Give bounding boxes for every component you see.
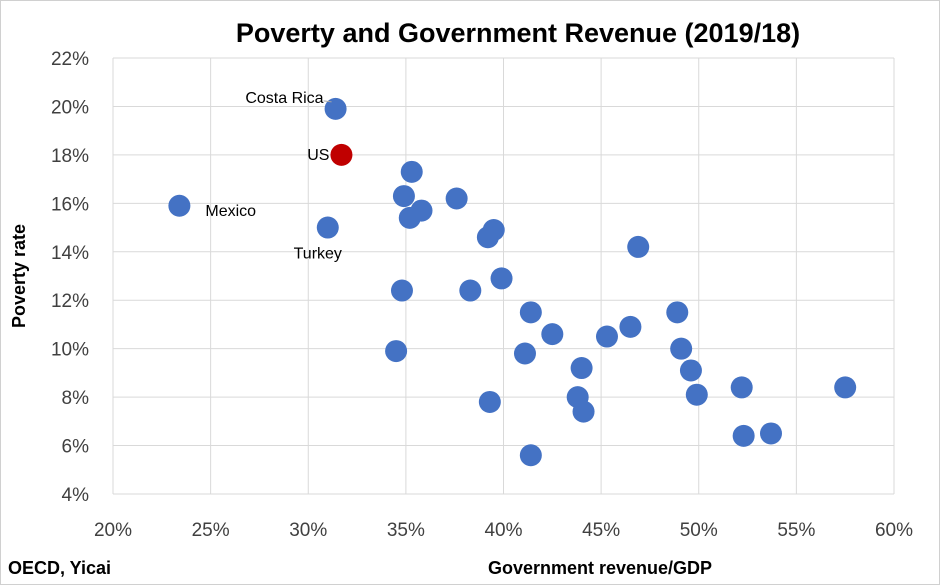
y-tick-label: 4% [62, 485, 90, 506]
data-point [834, 376, 857, 399]
point-label: Costa Rica [245, 90, 323, 107]
source-note: OECD, Yicai [8, 558, 111, 578]
data-point [570, 357, 593, 380]
y-tick-label: 10% [51, 340, 89, 361]
data-point [519, 444, 542, 467]
x-axis-label: Government revenue/GDP [488, 558, 712, 578]
data-point [513, 342, 536, 365]
point-label: Mexico [205, 203, 256, 220]
y-tick-label: 18% [51, 146, 89, 167]
data-point [445, 187, 468, 210]
data-point [390, 279, 413, 302]
chart-title: Poverty and Government Revenue (2019/18) [236, 18, 800, 48]
data-point [385, 340, 408, 363]
y-tick-label: 20% [51, 97, 89, 118]
x-axis-ticks: 20% 25% 30% 35% 40% 45% 50% 55% 60% [94, 520, 913, 541]
data-point [398, 206, 421, 229]
data-point [595, 325, 618, 348]
x-tick-label: 40% [484, 520, 522, 541]
data-point [732, 424, 755, 447]
data-point-us [330, 143, 353, 166]
x-tick-label: 60% [875, 520, 913, 541]
y-tick-label: 6% [62, 437, 90, 458]
data-point-mexico [168, 194, 191, 217]
data-point [459, 279, 482, 302]
y-axis-label: Poverty rate [9, 224, 29, 328]
data-point [619, 315, 642, 338]
data-point [679, 359, 702, 382]
data-point [685, 383, 708, 406]
data-point [730, 376, 753, 399]
leader-line [323, 100, 332, 103]
data-point [670, 337, 693, 360]
x-tick-label: 55% [777, 520, 815, 541]
y-tick-label: 16% [51, 194, 89, 215]
y-tick-label: 12% [51, 291, 89, 312]
data-point-costa-rica [324, 97, 347, 120]
data-point [627, 235, 650, 258]
x-tick-label: 45% [582, 520, 620, 541]
x-tick-label: 50% [680, 520, 718, 541]
y-axis-ticks: 4% 6% 8% 10% 12% 14% 16% 18% 20% 22% [51, 49, 89, 506]
gridlines [112, 57, 895, 495]
data-point [541, 323, 564, 346]
y-tick-label: 8% [62, 388, 90, 409]
x-tick-label: 35% [387, 520, 425, 541]
data-point [519, 301, 542, 324]
data-point [392, 185, 415, 208]
data-point-turkey [316, 216, 339, 239]
data-point [666, 301, 689, 324]
data-point [476, 226, 499, 249]
data-point [478, 390, 501, 413]
point-labels: Costa Rica US Mexico Turkey [205, 90, 342, 263]
data-point [400, 160, 423, 183]
y-tick-label: 22% [51, 49, 89, 70]
x-tick-label: 20% [94, 520, 132, 541]
x-tick-label: 25% [192, 520, 230, 541]
data-point [759, 422, 782, 445]
data-points [168, 97, 857, 467]
point-label: US [307, 147, 329, 164]
data-point [572, 400, 595, 423]
point-label: Turkey [294, 246, 342, 263]
data-point [490, 267, 513, 290]
x-tick-label: 30% [289, 520, 327, 541]
y-tick-label: 14% [51, 243, 89, 264]
